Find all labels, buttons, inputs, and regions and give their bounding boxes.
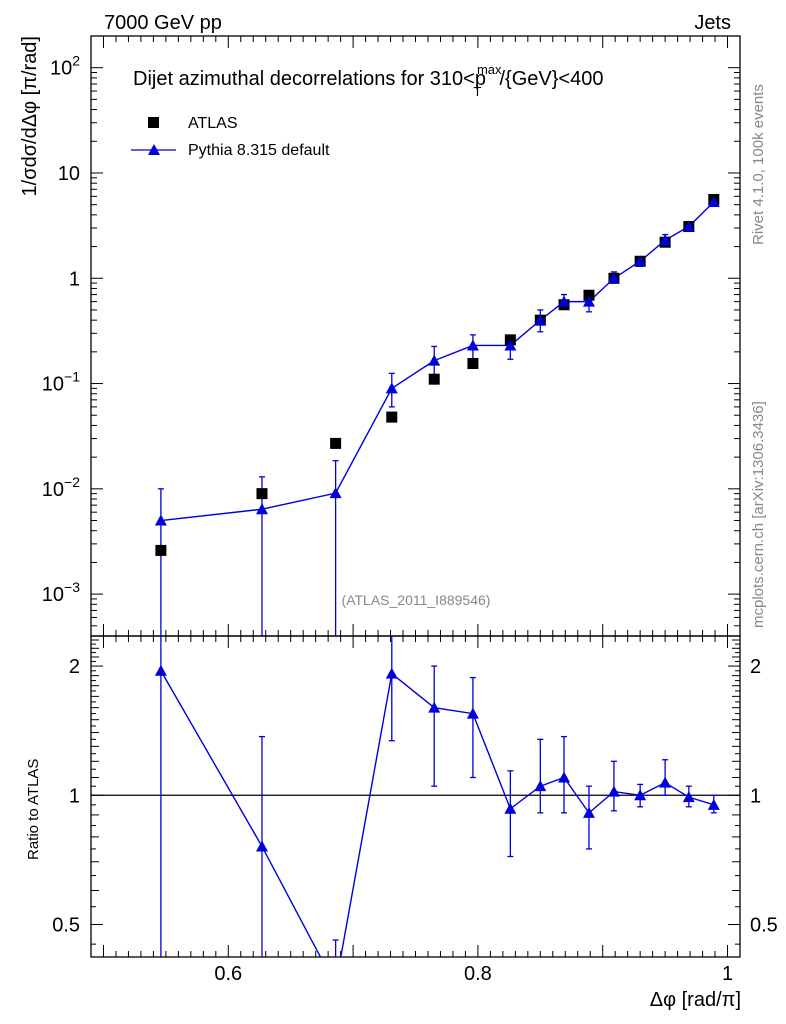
- legend: ATLAS Pythia 8.315 default: [131, 115, 330, 159]
- ratio-xtick-label: 0.6: [214, 963, 242, 985]
- ratio-point: [154, 664, 167, 676]
- main-ylabel: 1/σdσ/dΔφ [π/rad]: [19, 36, 41, 196]
- legend-pythia-label: Pythia 8.315 default: [188, 142, 330, 159]
- atlas-point: [583, 289, 595, 301]
- main-ytick-exponent: −1: [64, 369, 80, 385]
- main-ytick-base: 10: [42, 479, 64, 501]
- analysis-watermark: (ATLAS_2011_I889546): [342, 592, 491, 608]
- ratio-point: [607, 785, 620, 797]
- ratio-point: [659, 776, 672, 788]
- atlas-point: [256, 488, 268, 500]
- pythia-point: [659, 234, 672, 246]
- ratio-xtick-labels: 0.6 0.8 1: [214, 963, 733, 985]
- pythia-point: [634, 255, 647, 267]
- legend-atlas-label: ATLAS: [188, 115, 238, 132]
- pythia-point: [154, 514, 167, 526]
- ratio-ytick-label-left: 1: [69, 785, 80, 807]
- ratio-ytick-label-right: 1: [750, 785, 761, 807]
- pythia-point: [385, 382, 398, 394]
- main-ytick-base: 10: [50, 58, 72, 80]
- pythia-point: [329, 487, 342, 499]
- atlas-point: [155, 544, 167, 556]
- chart-title-pre: Dijet azimuthal decorrelations for 310<p: [133, 68, 486, 90]
- ratio-ytick-label-left: 2: [69, 656, 80, 678]
- pythia-point: [582, 295, 595, 307]
- ratio-point: [255, 840, 268, 852]
- atlas-point: [330, 437, 342, 449]
- chart-title: Dijet azimuthal decorrelations for 310<p…: [133, 62, 603, 99]
- side-mcplots-label: mcplots.cern.ch [arXiv:1306.3436]: [750, 401, 767, 628]
- main-data-layer: [154, 193, 720, 636]
- ratio-ytick-labels: 0.5 0.5 1 1 2 2: [52, 656, 778, 936]
- pythia-point: [466, 339, 479, 351]
- legend-atlas-marker: [148, 117, 159, 128]
- main-ytick-label: 102: [50, 53, 80, 80]
- ratio-point: [534, 780, 547, 792]
- ratio-point: [558, 771, 571, 783]
- ratio-point: [582, 806, 595, 818]
- main-axis-ticks: [91, 35, 740, 637]
- ratio-point: [682, 791, 695, 803]
- main-ytick-exponent: −2: [64, 474, 80, 490]
- pythia-point: [682, 220, 695, 232]
- pythia-point: [707, 196, 720, 208]
- pythia-point: [255, 503, 268, 515]
- main-ytick-exponent: −3: [64, 579, 80, 595]
- main-ytick-label: 10−1: [42, 369, 80, 396]
- main-ytick-base: 10: [42, 584, 64, 606]
- ratio-point: [385, 667, 398, 679]
- xaxis-label: Δφ [rad/π]: [650, 989, 741, 1011]
- ratio-xtick-label: 0.8: [464, 963, 492, 985]
- ratio-point: [504, 802, 517, 814]
- main-ytick-label: 1: [69, 268, 80, 290]
- atlas-point: [428, 373, 440, 385]
- chart-title-sup: max: [477, 62, 502, 77]
- atlas-point: [386, 411, 398, 423]
- main-ytick-label: 10: [58, 163, 80, 185]
- main-ytick-label: 10−3: [42, 579, 80, 606]
- main-ytick-exponent: 2: [72, 53, 80, 69]
- ratio-line: [160, 670, 714, 957]
- main-ytick-base: 10: [42, 374, 64, 396]
- main-ytick-base: 1: [69, 268, 80, 290]
- main-ytick-base: 10: [58, 163, 80, 185]
- pythia-point: [558, 295, 571, 307]
- pythia-point: [607, 272, 620, 284]
- ratio-point: [634, 789, 647, 801]
- pythia-point: [428, 354, 441, 366]
- ratio-xtick-label: 1: [722, 963, 733, 985]
- ratio-panel: 0.5 0.5 1 1 2 2 0.6 0.8 1 Ratio to ATLAS Δφ [ra…: [25, 635, 778, 1011]
- main-ytick-label: 10−2: [42, 474, 80, 501]
- pythia-point: [534, 314, 547, 326]
- pythia-point: [504, 339, 517, 351]
- ratio-ytick-label-right: 0.5: [750, 914, 778, 936]
- legend-pythia-marker: [148, 144, 160, 155]
- ratio-ytick-label-left: 0.5: [52, 914, 80, 936]
- atlas-point: [467, 358, 479, 370]
- ratio-point: [428, 701, 441, 713]
- ratio-data-layer: [154, 636, 720, 957]
- header-collision-label: 7000 GeV pp: [104, 12, 222, 34]
- ratio-ytick-label-right: 2: [750, 656, 761, 678]
- ratio-point: [707, 798, 720, 810]
- side-rivet-label: Rivet 4.1.0, 100k events: [750, 84, 767, 245]
- ratio-axis-ticks: [91, 636, 740, 957]
- chart-title-post: /{GeV}<400: [499, 68, 603, 90]
- ratio-ylabel: Ratio to ATLAS: [25, 759, 42, 860]
- header-process-label: Jets: [694, 12, 731, 34]
- ratio-point: [466, 707, 479, 719]
- chart-title-sub: T: [474, 84, 482, 99]
